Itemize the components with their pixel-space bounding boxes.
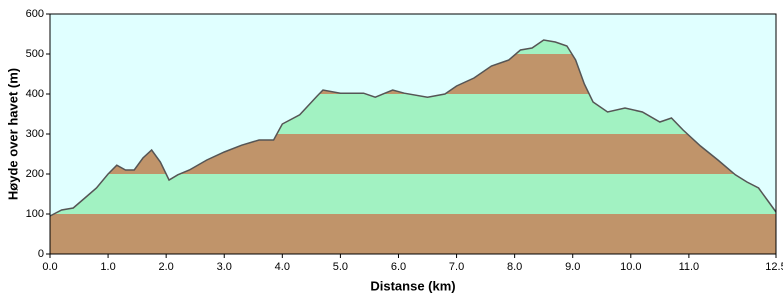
y-tick-label: 300 <box>26 128 44 140</box>
x-tick-label: 5.0 <box>333 261 348 273</box>
x-tick-label: 3.0 <box>217 261 232 273</box>
elevation-band <box>50 214 776 254</box>
elevation-band <box>50 174 776 214</box>
y-tick-label: 500 <box>26 48 44 60</box>
x-tick-label: 8.0 <box>507 261 522 273</box>
x-tick-label: 4.0 <box>275 261 290 273</box>
x-tick-label: 10.0 <box>620 261 641 273</box>
x-tick-label: 0.0 <box>42 261 57 273</box>
y-tick-label: 600 <box>26 8 44 20</box>
x-tick-label: 2.0 <box>159 261 174 273</box>
x-tick-label: 6.0 <box>391 261 406 273</box>
y-tick-label: 0 <box>38 248 44 260</box>
x-axis-title: Distanse (km) <box>370 278 455 293</box>
y-tick-label: 200 <box>26 168 44 180</box>
x-tick-label: 12.5 <box>765 261 783 273</box>
x-tick-label: 1.0 <box>100 261 115 273</box>
x-tick-label: 7.0 <box>449 261 464 273</box>
elevation-line <box>49 39 777 217</box>
x-tick-label: 11.0 <box>679 261 700 273</box>
y-axis-title: Høyde over havet (m) <box>5 68 20 200</box>
y-tick-label: 100 <box>26 208 44 220</box>
y-tick-label: 400 <box>26 88 44 100</box>
x-tick-label: 9.0 <box>565 261 580 273</box>
